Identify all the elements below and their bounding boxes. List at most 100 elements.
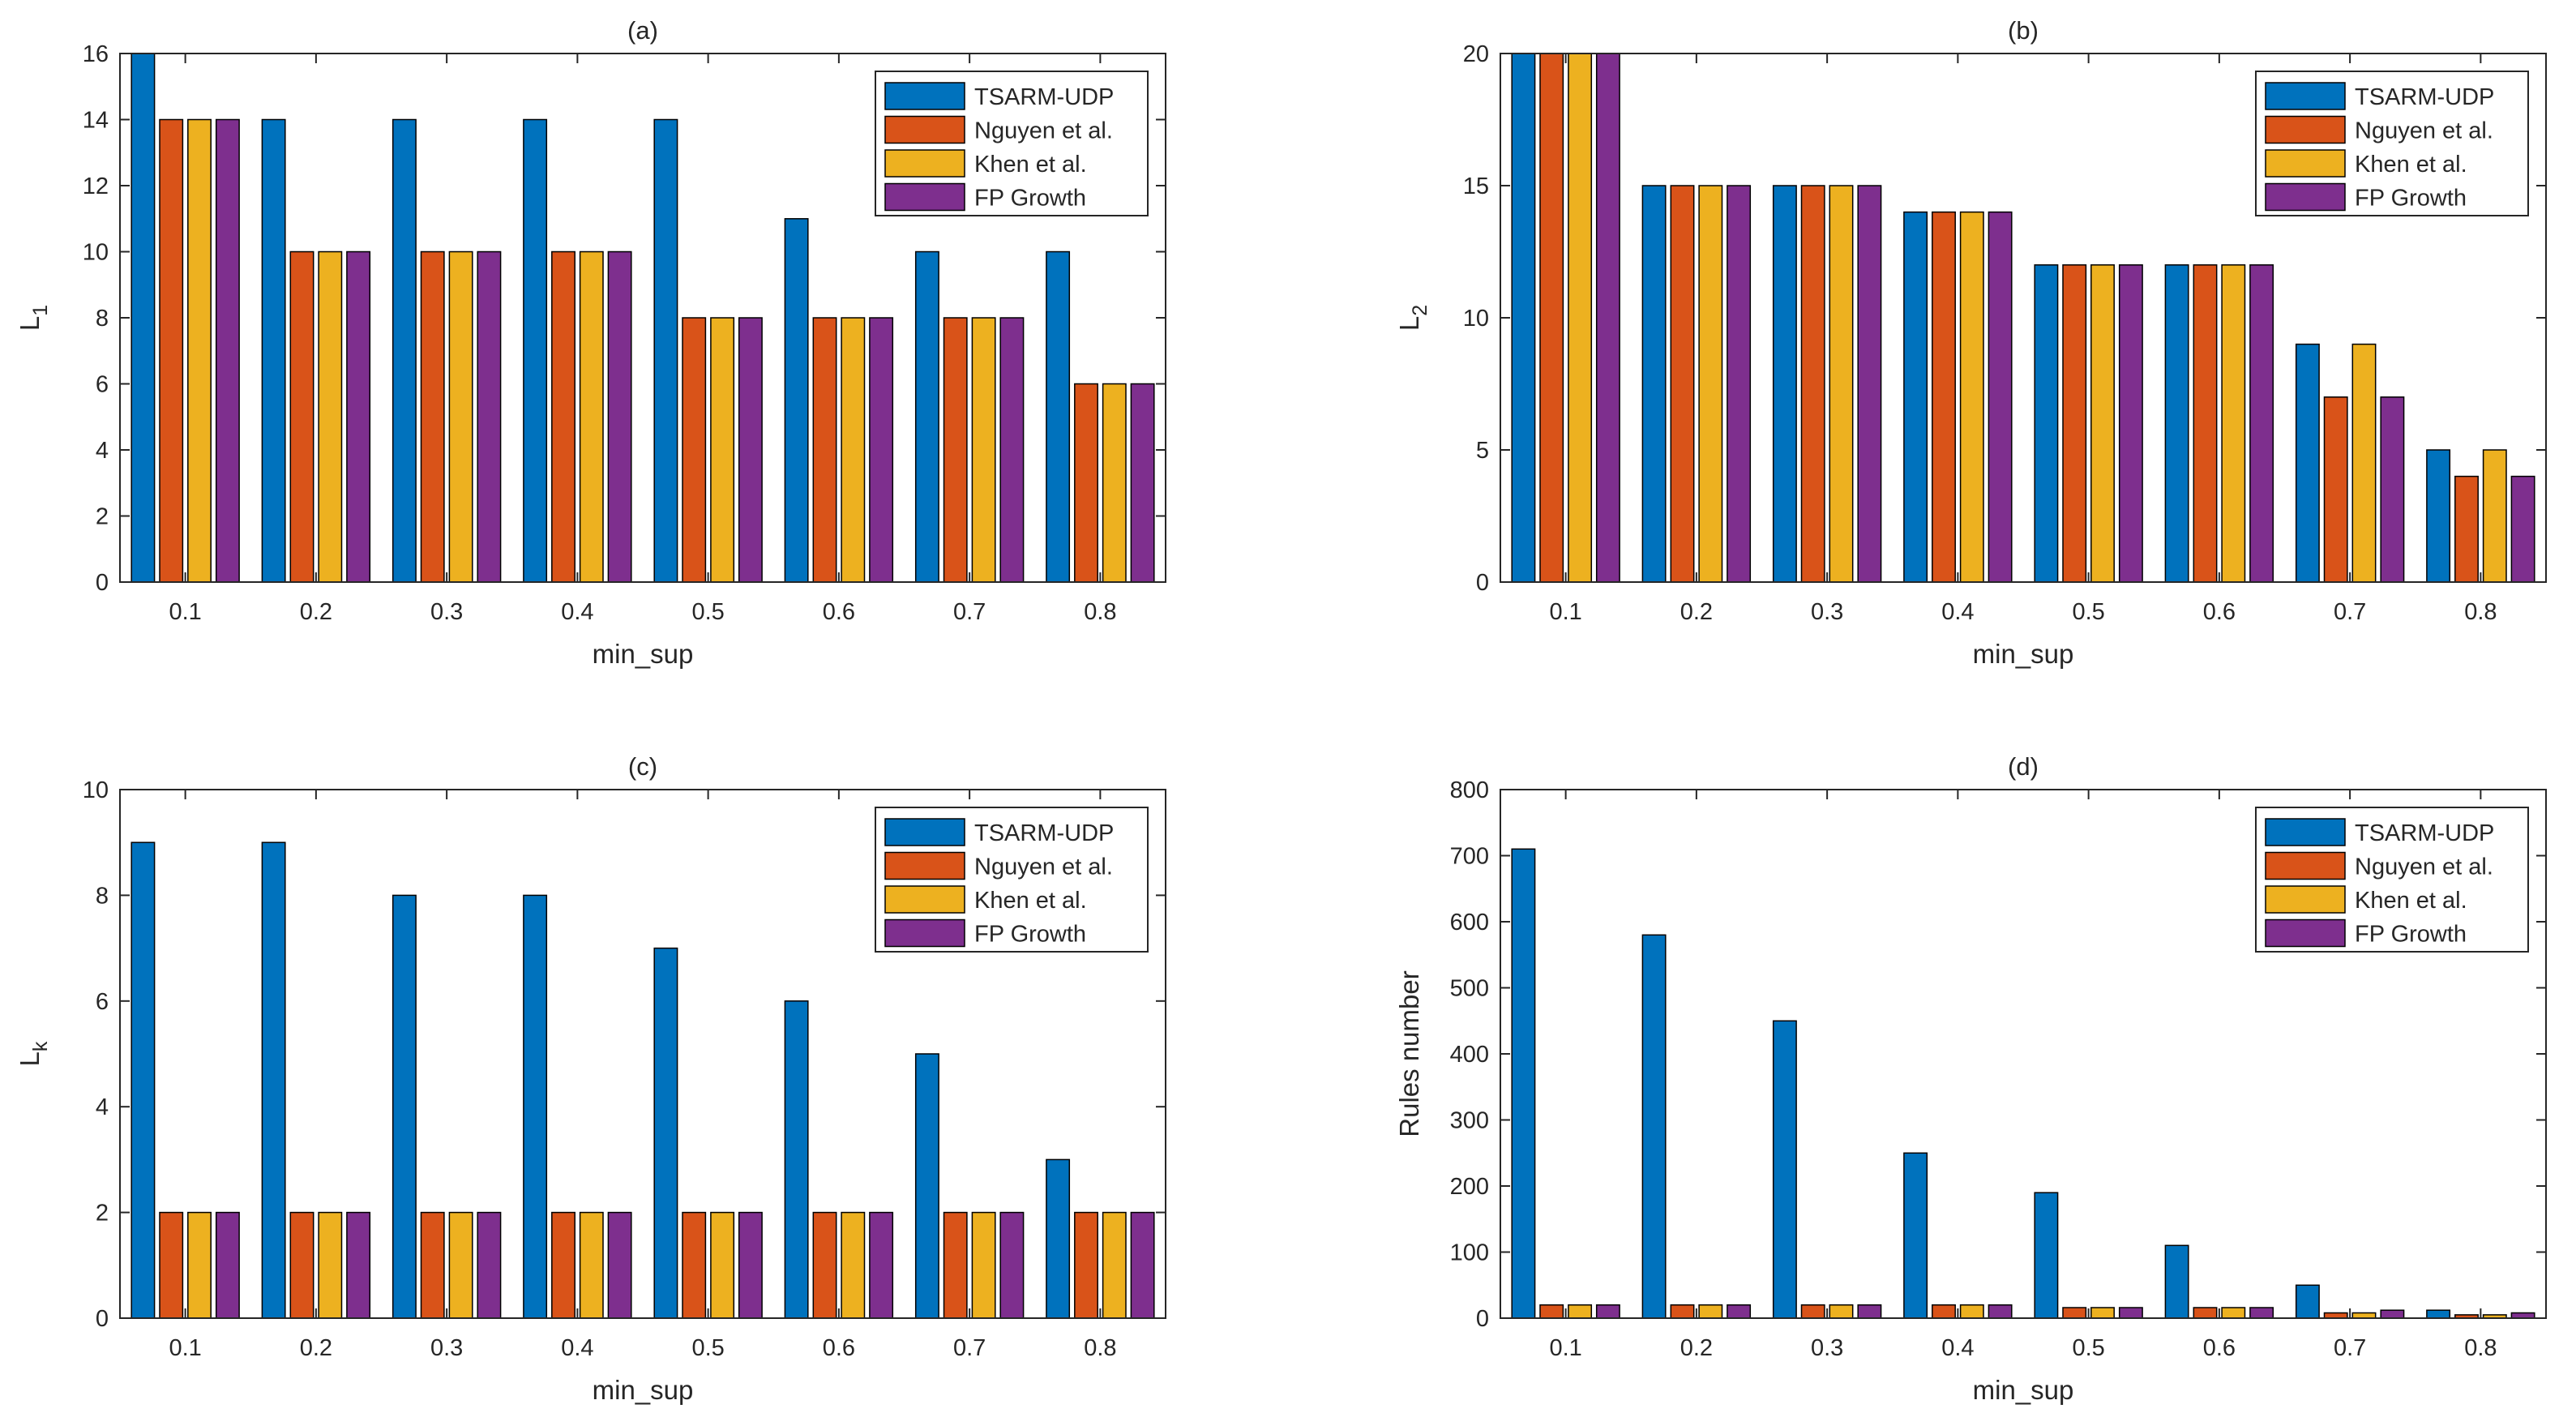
bar-tsarm-udp-0.1 bbox=[1511, 53, 1536, 583]
plot-frame bbox=[119, 789, 1166, 1319]
y-axis-label: L1 bbox=[15, 305, 52, 331]
bar-khen-et-al--0.6 bbox=[2221, 264, 2246, 583]
y-tick-label: 20 bbox=[1463, 41, 1489, 67]
x-tick-label: 0.8 bbox=[1084, 599, 1116, 625]
x-tick-label: 0.6 bbox=[2203, 599, 2236, 625]
bar-tsarm-udp-0.8 bbox=[2426, 1309, 2451, 1319]
legend-label: Khen et al. bbox=[2355, 152, 2467, 178]
bar-fp-growth-0.5 bbox=[2118, 264, 2143, 583]
bar-nguyen-et-al--0.2 bbox=[289, 1211, 315, 1319]
bar-fp-growth-0.4 bbox=[1988, 1304, 2013, 1319]
x-tick-label: 0.6 bbox=[823, 599, 855, 625]
bar-fp-growth-0.6 bbox=[2249, 1307, 2274, 1319]
bar-tsarm-udp-0.7 bbox=[2295, 1284, 2320, 1319]
bar-nguyen-et-al--0.6 bbox=[2193, 264, 2218, 583]
bar-khen-et-al--0.8 bbox=[1102, 383, 1127, 583]
legend-label: Nguyen et al. bbox=[2355, 854, 2493, 880]
legend-label: TSARM-UDP bbox=[974, 820, 1114, 846]
legend-label: Nguyen et al. bbox=[974, 854, 1113, 880]
x-tick-label: 0.8 bbox=[1084, 1335, 1116, 1361]
bar-fp-growth-0.7 bbox=[2380, 396, 2405, 583]
bar-nguyen-et-al--0.5 bbox=[682, 317, 707, 583]
legend-label: Khen et al. bbox=[974, 152, 1087, 178]
bar-khen-et-al--0.6 bbox=[841, 317, 866, 583]
bar-tsarm-udp-0.6 bbox=[784, 1000, 809, 1319]
x-tick-label: 0.4 bbox=[561, 1335, 593, 1361]
bar-khen-et-al--0.4 bbox=[1959, 1304, 1984, 1319]
bar-fp-growth-0.5 bbox=[2118, 1307, 2143, 1319]
bar-khen-et-al--0.4 bbox=[579, 1211, 604, 1319]
x-tick-label: 0.6 bbox=[2203, 1335, 2236, 1361]
bar-nguyen-et-al--0.7 bbox=[943, 1211, 968, 1319]
bar-nguyen-et-al--0.4 bbox=[1932, 1304, 1956, 1319]
y-tick-label: 10 bbox=[83, 777, 109, 803]
bar-nguyen-et-al--0.3 bbox=[1800, 1304, 1825, 1319]
bar-nguyen-et-al--0.1 bbox=[159, 118, 184, 583]
bar-tsarm-udp-0.4 bbox=[523, 894, 548, 1319]
bar-nguyen-et-al--0.1 bbox=[1539, 53, 1564, 583]
bar-khen-et-al--0.6 bbox=[2221, 1307, 2246, 1319]
legend-label: FP Growth bbox=[974, 186, 1086, 212]
bar-nguyen-et-al--0.8 bbox=[2454, 475, 2479, 583]
x-tick-label: 0.3 bbox=[1811, 1335, 1843, 1361]
legend-label: Khen et al. bbox=[2355, 888, 2467, 914]
legend-swatch bbox=[884, 885, 965, 914]
chart-title: (d) bbox=[2008, 752, 2039, 781]
y-tick-label: 15 bbox=[1463, 173, 1489, 199]
y-tick-label: 12 bbox=[83, 173, 109, 199]
bar-khen-et-al--0.2 bbox=[318, 250, 343, 583]
bar-fp-growth-0.1 bbox=[215, 118, 240, 583]
bar-tsarm-udp-0.1 bbox=[1511, 848, 1536, 1319]
x-axis-label: min_sup bbox=[593, 1375, 694, 1405]
bar-tsarm-udp-0.1 bbox=[131, 53, 156, 583]
legend-swatch bbox=[2265, 885, 2346, 914]
y-tick-label: 2 bbox=[96, 504, 109, 530]
legend-swatch bbox=[884, 182, 965, 212]
y-axis-label-main: L bbox=[15, 1051, 45, 1066]
chart-panel-3: 0 100 200 300 400 500 600 700 800 0.1 0.2 0.3 0.4 0.5… bbox=[1394, 752, 2547, 1405]
bar-khen-et-al--0.1 bbox=[1568, 1304, 1593, 1319]
y-axis-label: L2 bbox=[1394, 305, 1431, 331]
bar-fp-growth-0.2 bbox=[346, 250, 371, 583]
chart-panel-1: 0 5 10 15 20 0.1 0.2 0.3 0.4 0.5 0.6 0.7 0.8 (b) min_s… bbox=[1394, 16, 2547, 669]
y-axis-label: Lk bbox=[15, 1041, 52, 1066]
bar-nguyen-et-al--0.2 bbox=[289, 250, 315, 583]
bar-fp-growth-0.3 bbox=[477, 1211, 502, 1319]
bar-nguyen-et-al--0.1 bbox=[1539, 1304, 1564, 1319]
bar-tsarm-udp-0.5 bbox=[2034, 264, 2059, 583]
bar-fp-growth-0.6 bbox=[869, 317, 894, 583]
y-tick-label: 100 bbox=[1450, 1240, 1489, 1266]
chart-title: (c) bbox=[628, 752, 657, 781]
legend-label: TSARM-UDP bbox=[974, 84, 1114, 110]
x-tick-label: 0.6 bbox=[823, 1335, 855, 1361]
bar-tsarm-udp-0.2 bbox=[261, 841, 286, 1319]
y-axis-label: Rules number bbox=[1394, 970, 1424, 1137]
bar-tsarm-udp-0.2 bbox=[1641, 934, 1667, 1319]
legend-swatch bbox=[2265, 82, 2346, 110]
bar-nguyen-et-al--0.1 bbox=[159, 1211, 184, 1319]
bar-khen-et-al--0.1 bbox=[187, 1211, 212, 1319]
bar-khen-et-al--0.7 bbox=[971, 1211, 996, 1319]
x-tick-label: 0.3 bbox=[430, 1335, 463, 1361]
bar-fp-growth-0.7 bbox=[999, 317, 1025, 583]
legend-swatch bbox=[2265, 149, 2346, 178]
bar-nguyen-et-al--0.4 bbox=[1932, 211, 1956, 583]
legend-label: FP Growth bbox=[2355, 186, 2467, 212]
y-tick-label: 8 bbox=[96, 883, 109, 909]
legend-label: Khen et al. bbox=[974, 888, 1087, 914]
bar-fp-growth-0.8 bbox=[1130, 1211, 1155, 1319]
y-tick-label: 4 bbox=[96, 438, 109, 464]
x-tick-label: 0.2 bbox=[1680, 599, 1713, 625]
bar-nguyen-et-al--0.2 bbox=[1670, 185, 1695, 583]
chart-panel-0: 0 2 4 6 8 10 12 14 16 0.1 0.2 0.3 0.4 0.5 0.6 0.7 0.8 (a)… bbox=[15, 16, 1166, 669]
bar-tsarm-udp-0.4 bbox=[1903, 1152, 1928, 1319]
bar-nguyen-et-al--0.8 bbox=[1074, 383, 1098, 583]
y-tick-label: 10 bbox=[83, 240, 109, 266]
x-tick-label: 0.5 bbox=[2072, 599, 2104, 625]
x-tick-label: 0.7 bbox=[953, 1335, 986, 1361]
x-tick-label: 0.5 bbox=[691, 599, 724, 625]
bar-tsarm-udp-0.3 bbox=[1772, 185, 1797, 583]
y-tick-label: 0 bbox=[1476, 570, 1489, 596]
